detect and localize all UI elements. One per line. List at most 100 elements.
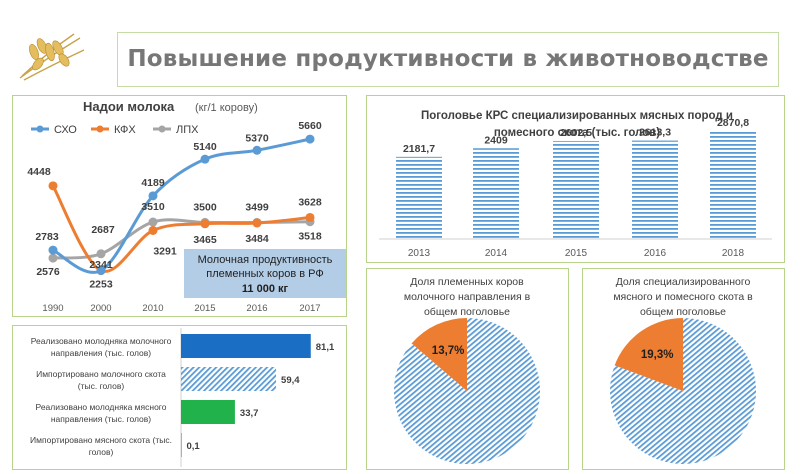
- beef-share-pie: Доля специализированного мясного и помесн…: [610, 276, 756, 464]
- chart-title-line-2: помесного скота (тыс. голов): [494, 127, 660, 139]
- pie-title-line-2: общем поголовье: [424, 306, 510, 318]
- bar-value-label-0: 81,1: [316, 342, 335, 353]
- bar-2: [553, 140, 599, 239]
- legend-label-0: СХО: [54, 124, 77, 136]
- category-label-1-b: (тыс. голов): [78, 381, 125, 391]
- title-box: Повышение продуктивности в животноводств…: [117, 32, 779, 87]
- pie-slice-highlight: [411, 318, 467, 391]
- data-point-1-3: [200, 219, 210, 229]
- x-tick-4: 2018: [722, 248, 745, 259]
- bar-1: [473, 148, 519, 239]
- bar-value-label-3: 0,1: [187, 441, 201, 452]
- category-label-3-b: голов): [89, 447, 114, 457]
- bar-value-label-2: 2602,5: [560, 127, 592, 139]
- data-label-skho-4: 5370: [245, 132, 269, 144]
- data-label-lph-0: 2576: [36, 266, 60, 278]
- data-label-kfh-3: 3465: [193, 234, 217, 246]
- beef-cattle-panel: Поголовье КРС специализированных мясных …: [366, 95, 785, 263]
- category-label-0-b: направления (тыс. голов): [51, 348, 151, 358]
- x-tick-4: 2016: [246, 303, 267, 314]
- young-stock-chart: 81,1 Реализовано молодняка молочного напра…: [30, 328, 335, 467]
- category-label-2-a: Реализовано молодняка мясного: [36, 402, 167, 412]
- x-tick-3: 2016: [644, 248, 667, 259]
- data-label-skho-5: 5660: [298, 120, 322, 132]
- x-tick-5: 2017: [299, 303, 320, 314]
- x-tick-2: 2015: [565, 248, 588, 259]
- data-label-kfh-5: 3628: [298, 196, 322, 208]
- pie-slice-highlight: [614, 318, 683, 391]
- page-title: Повышение продуктивности в животноводств…: [127, 46, 769, 72]
- data-point-0-2: [148, 191, 158, 201]
- beef-cattle-chart: Поголовье КРС специализированных мясных …: [379, 110, 772, 259]
- legend-label-2: ЛПХ: [176, 124, 199, 136]
- data-label-lph-1: 2687: [91, 224, 115, 236]
- data-label-skho-3: 5140: [193, 141, 217, 153]
- pie-slice-label: 13,7%: [432, 345, 465, 357]
- callout-value: 11 000 кг: [242, 283, 289, 295]
- category-label-0-a: Реализовано молодняка молочного: [31, 336, 172, 346]
- legend-label-1: КФХ: [114, 124, 136, 136]
- x-tick-1: 2014: [485, 248, 508, 259]
- data-label-kfh-2: 3291: [153, 245, 177, 257]
- bar-value-label-0: 2181,7: [403, 143, 435, 155]
- data-label-lph-5: 3518: [298, 231, 322, 243]
- data-point-1-2: [148, 225, 158, 235]
- bar-value-label-2: 33,7: [240, 408, 258, 419]
- category-label-3-a: Импортировано мясного скота (тыс.: [30, 435, 172, 445]
- bar-3: [181, 433, 182, 457]
- wheat-logo-icon: [19, 33, 85, 81]
- beef-share-panel: Доля специализированного мясного и помесн…: [582, 268, 785, 470]
- pie-title-line-0: Доля специализированного: [616, 276, 751, 288]
- legend-marker-1: [96, 125, 104, 133]
- data-point-1-4: [252, 218, 262, 228]
- data-label-kfh-4: 3484: [245, 233, 269, 245]
- data-point-2-1: [96, 249, 106, 259]
- legend-marker-2: [158, 125, 166, 133]
- pie-slice-label: 19,3%: [641, 349, 674, 361]
- bar-0: [181, 334, 311, 358]
- chart-subtitle: (кг/1 корову): [195, 102, 258, 114]
- category-label-2-b: направления (тыс. голов): [51, 414, 151, 424]
- data-point-2-2: [148, 217, 158, 227]
- callout-line-2: племенных коров в РФ: [206, 268, 323, 280]
- young-stock-panel: 81,1 Реализовано молодняка молочного напра…: [12, 325, 347, 470]
- data-point-0-4: [252, 145, 262, 155]
- bar-value-label-1: 59,4: [281, 375, 300, 386]
- bar-0: [396, 156, 442, 239]
- data-label-lph-4: 3499: [245, 201, 269, 213]
- bar-value-label-1: 2409: [484, 134, 508, 146]
- data-label-lph-2: 3510: [141, 201, 165, 213]
- bar-3: [632, 140, 678, 239]
- data-point-0-3: [200, 154, 210, 164]
- x-tick-0: 1990: [42, 303, 63, 314]
- data-point-1-0: [48, 181, 58, 191]
- breeding-cows-share-panel: Доля племенных коров молочного направлени…: [366, 268, 569, 470]
- data-label-skho-0: 2783: [35, 231, 59, 243]
- callout-box: [184, 249, 346, 298]
- data-point-0-1: [96, 266, 106, 276]
- bar-value-label-4: 2870,8: [717, 117, 749, 129]
- data-label-kfh-1: 2253: [89, 279, 113, 291]
- data-point-0-0: [48, 245, 58, 255]
- pie-title-line-2: общем поголовье: [640, 306, 726, 318]
- x-tick-3: 2015: [194, 303, 215, 314]
- pie-title-line-1: молочного направления в: [404, 291, 531, 303]
- x-tick-0: 2013: [408, 248, 431, 259]
- data-label-lph-3: 3500: [193, 201, 217, 213]
- data-label-2000-extra: 2341: [89, 259, 113, 271]
- bar-1: [181, 367, 277, 391]
- callout-line-1: Молочная продуктивность: [198, 254, 333, 266]
- pie-title-line-0: Доля племенных коров: [410, 276, 524, 288]
- pie-title-line-1: мясного и помесного скота в: [613, 291, 753, 303]
- chart-title-line-1: Поголовье КРС специализированных мясных …: [421, 110, 733, 122]
- data-point-2-0: [48, 253, 58, 263]
- chart-title: Надои молока: [83, 99, 175, 114]
- data-point-1-5: [305, 212, 315, 222]
- category-label-1-a: Импортировано молочного скота: [36, 369, 166, 379]
- x-tick-2: 2010: [142, 303, 163, 314]
- bar-2: [181, 400, 235, 424]
- data-point-0-5: [305, 134, 315, 144]
- legend-marker-0: [36, 125, 44, 133]
- breeding-cows-pie: Доля племенных коров молочного направлени…: [394, 276, 540, 464]
- milk-yield-chart: Надои молока (кг/1 корову) СХО КФХ ЛПХ Молочн…: [27, 99, 346, 314]
